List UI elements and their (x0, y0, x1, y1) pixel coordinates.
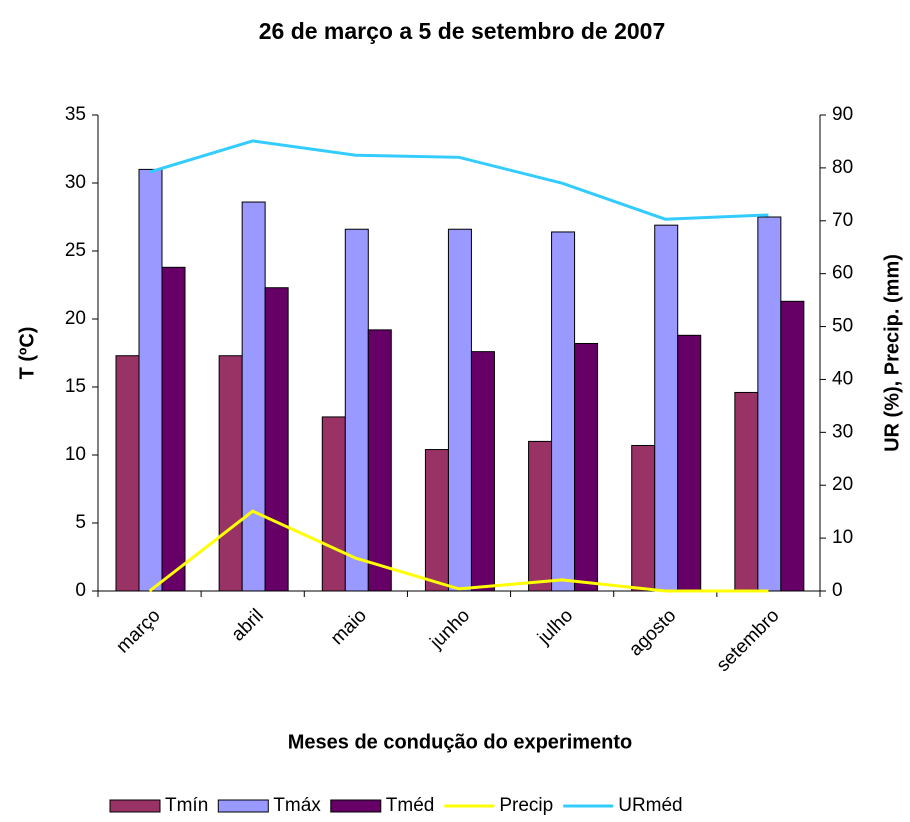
y-tick-label: 20 (65, 308, 86, 329)
line-series (149, 139, 769, 221)
y-tick-label: 0 (75, 580, 86, 601)
y2-tick-label: 50 (832, 316, 853, 337)
bar (631, 444, 656, 592)
legend-label: Tmáx (273, 795, 321, 816)
legend-label: URméd (618, 795, 682, 816)
bar (321, 416, 346, 592)
x-tick-label: março (112, 605, 164, 657)
legend-swatch (217, 799, 269, 813)
bar (161, 266, 186, 592)
bar (470, 351, 495, 592)
bar (757, 216, 782, 592)
legend-swatch (109, 799, 161, 813)
bar (654, 224, 679, 592)
y2-tick-label: 80 (832, 157, 853, 178)
bar (424, 449, 449, 592)
y-tick-label: 35 (65, 104, 86, 125)
y2-tick-label: 10 (832, 527, 853, 548)
y2-tick-label: 60 (832, 263, 853, 284)
y2-axis-label: UR (%), Precip. (mm) (881, 254, 903, 452)
y-axis-label: T (ºC) (16, 327, 38, 380)
y-tick-label: 30 (65, 172, 86, 193)
y2-tick-label: 70 (832, 210, 853, 231)
bar (734, 391, 759, 592)
legend-label: Tméd (386, 795, 435, 816)
bar (138, 168, 163, 592)
x-tick-label: julho (533, 605, 577, 649)
bar (447, 228, 472, 592)
x-tick-label: maio (327, 605, 371, 649)
y2-tick-label: 30 (832, 421, 853, 442)
bar (780, 300, 805, 592)
line-series (148, 509, 769, 593)
bar (241, 201, 266, 592)
bar (344, 228, 369, 592)
y2-tick-label: 20 (832, 474, 853, 495)
x-axis-label: Meses de condução do experimento (288, 731, 633, 753)
legend-label: Tmín (165, 795, 208, 816)
y-tick-label: 15 (65, 376, 86, 397)
y-tick-label: 10 (65, 444, 86, 465)
y2-tick-label: 40 (832, 368, 853, 389)
y-tick-label: 25 (65, 240, 86, 261)
bar (551, 231, 576, 592)
bar (528, 440, 553, 592)
chart-title: 26 de março a 5 de setembro de 2007 (259, 18, 666, 44)
bar (367, 329, 392, 592)
y-tick-label: 5 (75, 512, 86, 533)
x-tick-label: agosto (625, 605, 680, 660)
legend-label: Precip (499, 795, 553, 816)
bar (115, 355, 140, 592)
y2-tick-label: 90 (832, 104, 853, 125)
bar (218, 355, 243, 592)
x-tick-label: junho (426, 605, 474, 653)
x-tick-label: setembro (713, 605, 784, 676)
bar (264, 287, 289, 592)
legend-swatch (330, 799, 382, 813)
bar (574, 342, 599, 592)
x-tick-label: abril (228, 605, 268, 645)
y2-tick-label: 0 (832, 580, 843, 601)
bar (677, 334, 702, 592)
